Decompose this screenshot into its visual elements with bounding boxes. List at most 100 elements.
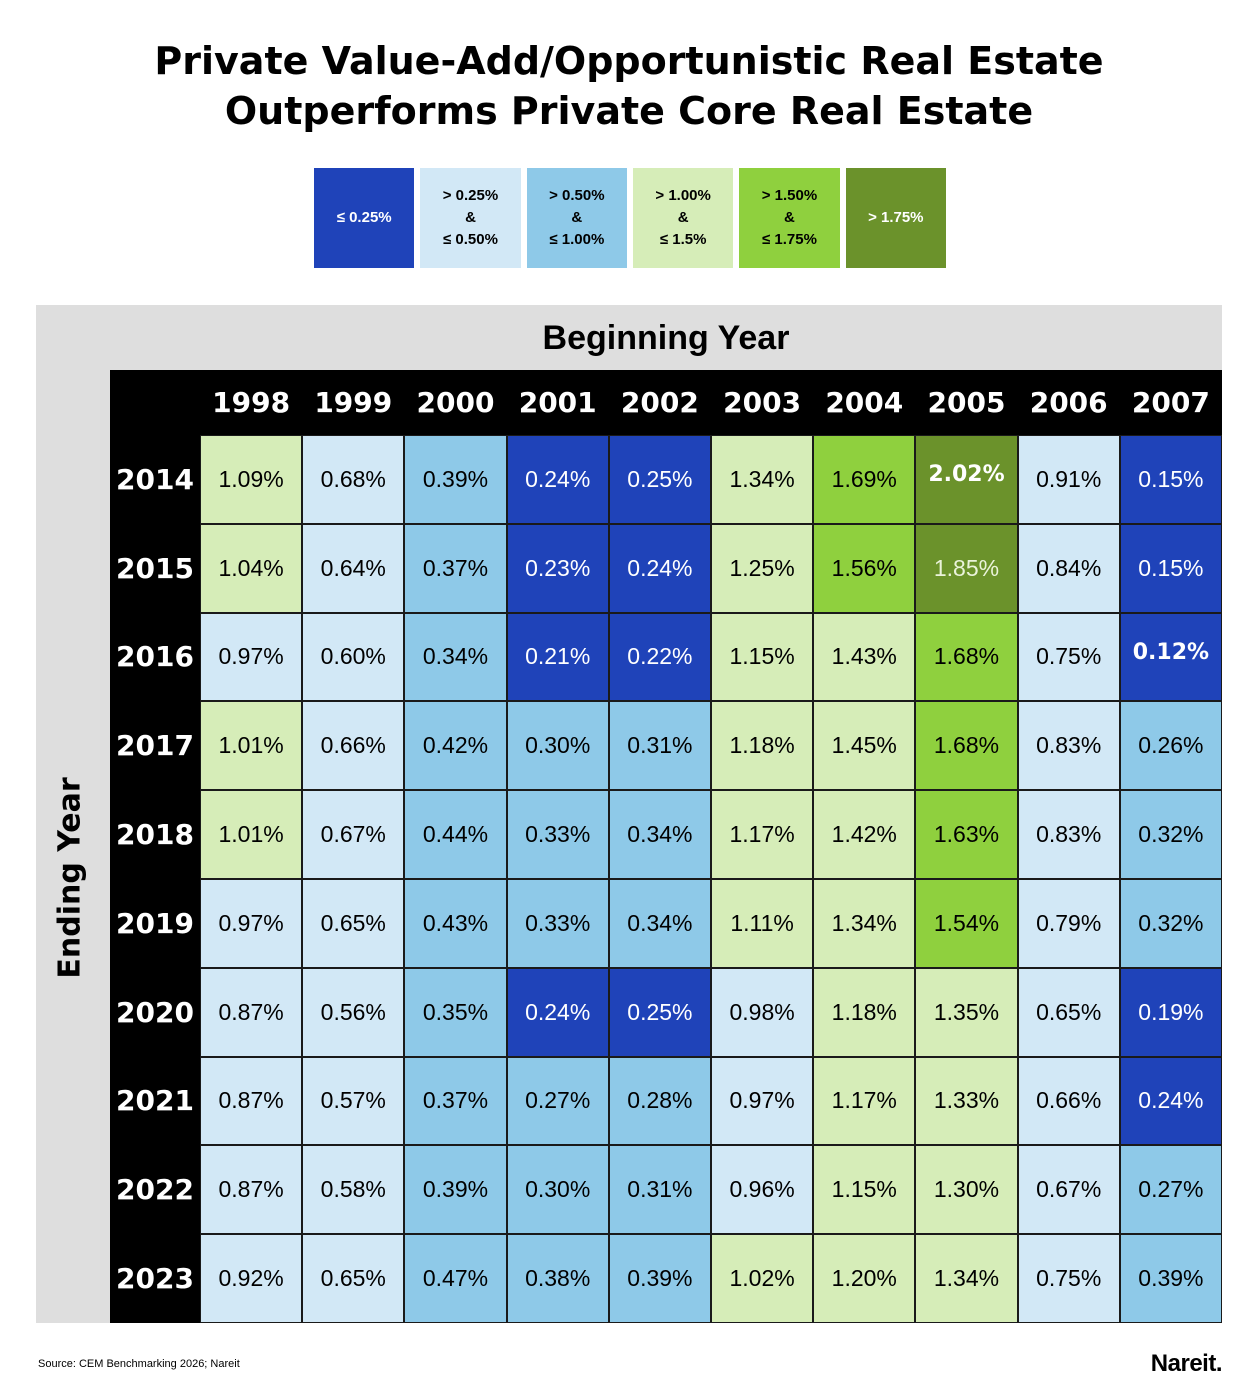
legend-swatch-6: > 1.75% <box>845 168 946 268</box>
heatmap-cell-2022-2004: 1.15% <box>813 1145 916 1235</box>
legend-label-line: ≤ 0.25% <box>336 209 392 226</box>
heatmap-cell-2018-2005: 1.63% <box>915 790 1018 879</box>
heatmap-cell-2015-2005: 1.85% <box>915 523 1018 613</box>
heatmap-cell-2022-2003: 0.96% <box>711 1145 814 1235</box>
heatmap-cell-2017-2002: 0.31% <box>608 701 711 791</box>
column-header-2006: 2006 <box>1029 386 1108 419</box>
heatmap-cell-2019-2002: 0.34% <box>608 879 711 968</box>
row-header-2017: 2017 <box>116 729 194 763</box>
legend-swatch-3: > 0.50% & ≤ 1.00% <box>526 168 627 268</box>
heatmap-cell-2022-2007: 0.27% <box>1119 1145 1222 1235</box>
heatmap-cell-2017-1999: 0.66% <box>302 701 405 791</box>
heatmap-cell-2016-2005: 1.68% <box>915 612 1018 702</box>
column-header-2002: 2002 <box>620 386 699 419</box>
row-header-2018: 2018 <box>116 818 194 852</box>
heatmap-cell-2019-2005: 1.54% <box>915 879 1018 968</box>
legend-label-line: > 0.25% <box>442 187 499 204</box>
heatmap-cell-2023-1998: 0.92% <box>200 1234 303 1323</box>
heatmap-cell-2023-2006: 0.75% <box>1017 1234 1120 1323</box>
heatmap-cell-2014-2007: 0.15% <box>1119 435 1222 524</box>
legend-swatch-1: ≤ 0.25% <box>314 168 415 268</box>
column-header-2001: 2001 <box>518 386 597 419</box>
heatmap-cell-2021-2006: 0.66% <box>1017 1056 1120 1146</box>
heatmap-cell-2017-2007: 0.26% <box>1119 701 1222 791</box>
heatmap-cell-2015-2007: 0.15% <box>1119 523 1222 613</box>
heatmap-cell-2021-2007: 0.24% <box>1119 1056 1222 1146</box>
heatmap-cell-2018-2007: 0.32% <box>1119 790 1222 879</box>
heatmap-cell-2020-1999: 0.56% <box>302 967 405 1057</box>
heatmap-cell-2019-2001: 0.33% <box>506 879 609 968</box>
heatmap-cell-2020-2007: 0.19% <box>1119 967 1222 1057</box>
y-axis-label: Ending Year <box>52 777 88 979</box>
legend-label-line: ≤ 1.00% <box>549 231 605 248</box>
heatmap-cell-2015-2001: 0.23% <box>506 523 609 613</box>
legend-label-line: ≤ 1.75% <box>762 231 817 248</box>
legend-label-line: > 1.75% <box>868 209 924 226</box>
column-header-2004: 2004 <box>825 386 904 419</box>
heatmap-cell-2018-2000: 0.44% <box>404 790 507 879</box>
heatmap-cell-2014-1999: 0.68% <box>302 435 405 524</box>
heatmap-cell-2017-2003: 1.18% <box>711 701 814 791</box>
heatmap-cell-2015-1998: 1.04% <box>200 523 303 613</box>
row-header-2019: 2019 <box>116 906 194 940</box>
legend-label-line: & <box>784 209 795 226</box>
heatmap-cell-2017-2000: 0.42% <box>404 701 507 791</box>
heatmap-cell-2014-2000: 0.39% <box>404 435 507 524</box>
nareit-logo: Nareit. <box>1150 1350 1223 1377</box>
source-note: Source: CEM Benchmarking 2026; Nareit <box>38 1358 240 1370</box>
heatmap-cell-2017-1998: 1.01% <box>200 701 303 791</box>
column-header-2003: 2003 <box>723 386 802 419</box>
heatmap-cell-2015-2006: 0.84% <box>1017 523 1120 613</box>
heatmap-cell-2021-2003: 0.97% <box>711 1056 814 1146</box>
heatmap-cell-2019-2000: 0.43% <box>404 879 507 968</box>
heatmap-cell-2015-2003: 1.25% <box>711 523 814 613</box>
heatmap-cell-2019-1998: 0.97% <box>200 879 303 968</box>
heatmap-cell-2020-2004: 1.18% <box>813 967 916 1057</box>
legend-swatch-4: > 1.00% & ≤ 1.5% <box>632 168 734 268</box>
heatmap-cell-2016-2004: 1.43% <box>813 612 916 702</box>
column-header-1999: 1999 <box>314 386 393 419</box>
heatmap-cell-2021-2000: 0.37% <box>404 1056 507 1146</box>
heatmap-cell-2022-1999: 0.58% <box>302 1145 405 1235</box>
x-axis-label: Beginning Year <box>542 319 790 357</box>
heatmap-cell-2014-1998: 1.09% <box>200 435 303 524</box>
heatmap-cell-2018-2004: 1.42% <box>813 790 916 879</box>
legend-label-line: & <box>677 209 689 226</box>
heatmap-cell-2016-2000: 0.34% <box>404 612 507 702</box>
row-header-2016: 2016 <box>116 640 194 674</box>
legend-swatch-2: > 0.25% & ≤ 0.50% <box>420 168 521 268</box>
column-header-2007: 2007 <box>1131 386 1210 419</box>
title-line-1: Private Value-Add/Opportunistic Real Est… <box>154 39 1104 83</box>
row-header-2020: 2020 <box>116 995 194 1029</box>
heatmap-cell-2016-2006: 0.75% <box>1017 612 1120 702</box>
legend-label-line: & <box>571 209 583 226</box>
heatmap-cell-2020-2005: 1.35% <box>915 967 1018 1057</box>
heatmap-cell-2022-2002: 0.31% <box>608 1145 711 1235</box>
heatmap-cell-2016-1999: 0.60% <box>302 612 405 702</box>
legend-label-line: > 0.50% <box>549 187 605 204</box>
heatmap-cell-2017-2001: 0.30% <box>506 701 609 791</box>
heatmap-cell-2015-2004: 1.56% <box>813 523 916 613</box>
heatmap-cell-2014-2003: 1.34% <box>711 435 814 524</box>
row-header-2023: 2023 <box>116 1262 194 1296</box>
grid-corner <box>110 370 200 435</box>
heatmap-cell-2016-2003: 1.15% <box>711 612 814 702</box>
heatmap-cell-2022-2006: 0.67% <box>1017 1145 1120 1235</box>
heatmap-cell-2023-2002: 0.39% <box>608 1234 711 1323</box>
heatmap-cell-2020-2000: 0.35% <box>404 967 507 1057</box>
column-header-1998: 1998 <box>212 386 291 419</box>
heatmap-cell-2015-2002: 0.24% <box>608 523 711 613</box>
heatmap-cell-2014-2005: 2.02% <box>915 435 1018 524</box>
heatmap-cell-2018-2006: 0.83% <box>1017 790 1120 879</box>
heatmap-cell-2023-2007: 0.39% <box>1119 1234 1222 1323</box>
heatmap-cell-2020-2001: 0.24% <box>506 967 609 1057</box>
heatmap-cell-2017-2006: 0.83% <box>1017 701 1120 791</box>
heatmap-cell-2018-2003: 1.17% <box>711 790 814 879</box>
heatmap-cell-2019-2004: 1.34% <box>813 879 916 968</box>
heatmap-cell-2018-2002: 0.34% <box>608 790 711 879</box>
legend-swatch-5: > 1.50% & ≤ 1.75% <box>739 168 840 268</box>
heatmap-cell-2016-1998: 0.97% <box>200 612 303 702</box>
heatmap-cell-2021-1998: 0.87% <box>200 1056 303 1146</box>
heatmap-cell-2023-2003: 1.02% <box>711 1234 814 1323</box>
heatmap-cell-2023-2005: 1.34% <box>915 1234 1018 1323</box>
